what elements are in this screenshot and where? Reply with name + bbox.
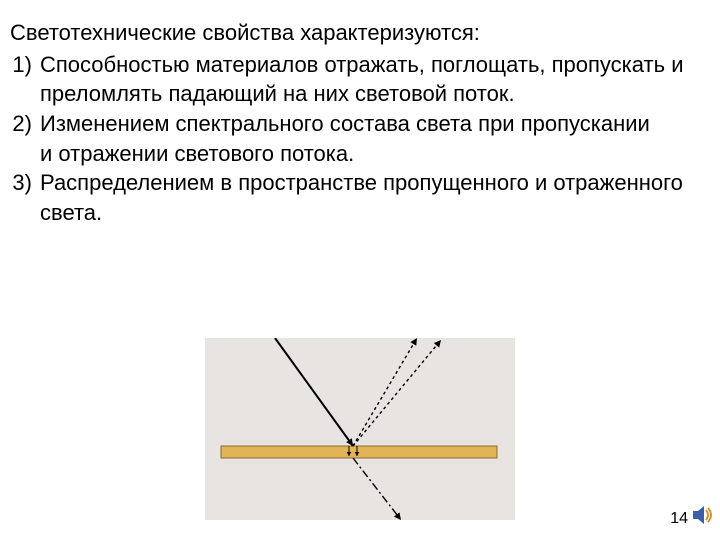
list-item-text: Способностью материалов отражать, поглощ… (40, 52, 683, 107)
list-item: Изменением спектрального состава света п… (4, 109, 700, 168)
diagram-svg (205, 338, 515, 520)
speaker-icon (692, 505, 714, 525)
page-number: 14 (670, 510, 688, 528)
light-diagram (205, 338, 515, 520)
list-item: Способностью материалов отражать, поглощ… (4, 50, 700, 109)
list-item: Распределением в пространстве пропущенно… (4, 168, 700, 227)
numbered-list: Способностью материалов отражать, поглощ… (4, 50, 700, 228)
slide: Светотехнические свойства характеризуютс… (0, 0, 720, 540)
text-content: Светотехнические свойства характеризуютс… (4, 18, 700, 228)
sound-icon[interactable] (692, 505, 714, 530)
list-item-text: Изменением спектрального состава света п… (40, 111, 650, 166)
list-item-text: Распределением в пространстве пропущенно… (40, 170, 683, 225)
heading: Светотехнические свойства характеризуютс… (4, 18, 700, 48)
